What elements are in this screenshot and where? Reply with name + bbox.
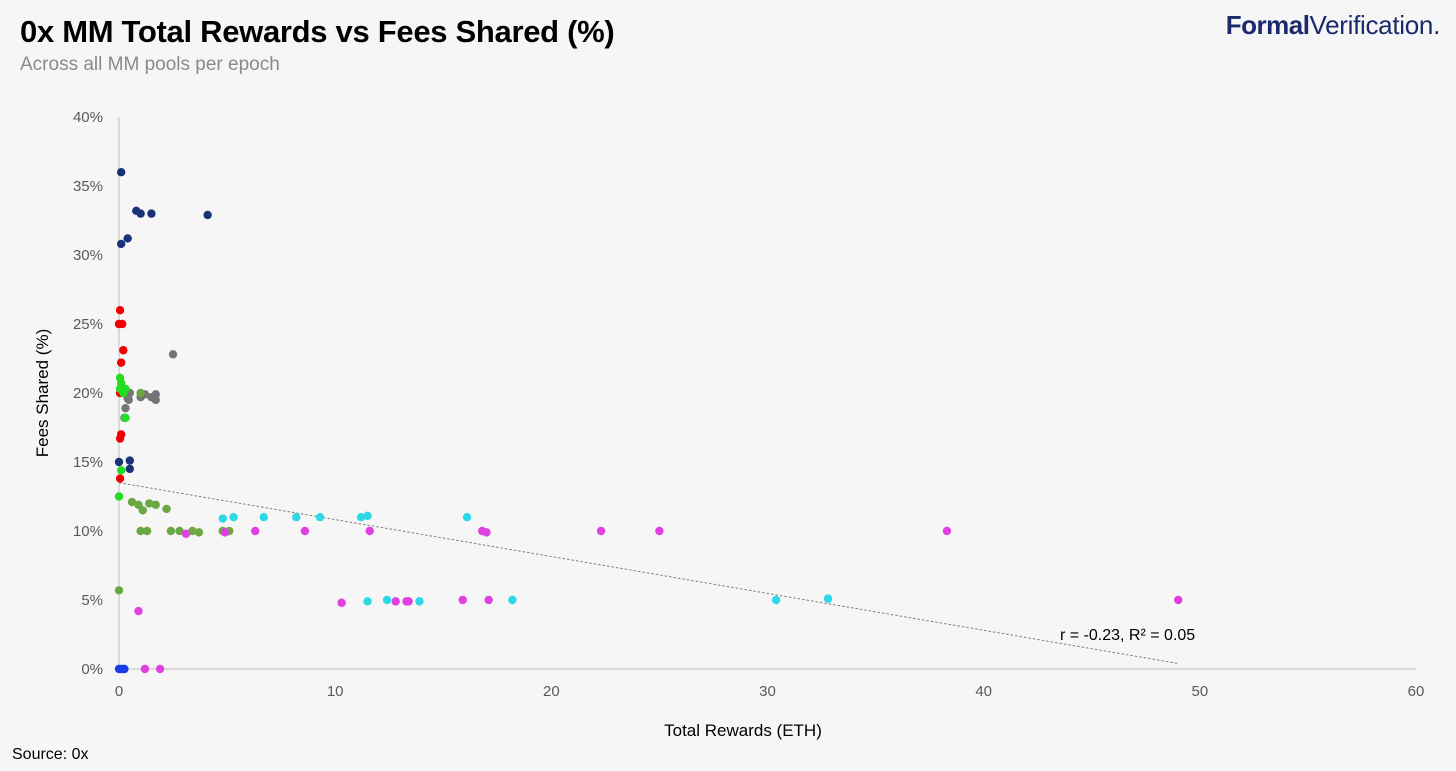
x-tick-label: 30 — [759, 683, 776, 700]
data-point — [482, 528, 491, 537]
y-tick-label: 20% — [73, 385, 103, 402]
data-point — [292, 513, 301, 522]
data-point — [114, 586, 124, 595]
data-point — [363, 511, 372, 521]
y-tick-label: 25% — [73, 316, 103, 333]
data-point — [151, 395, 160, 405]
data-point — [300, 526, 310, 536]
data-point — [116, 168, 126, 177]
data-point — [162, 504, 171, 514]
data-point — [404, 597, 413, 606]
data-point — [138, 506, 147, 515]
chart-title: 0x MM Total Rewards vs Fees Shared (%) — [20, 14, 615, 49]
data-point — [134, 606, 143, 616]
x-tick-label: 10 — [327, 683, 344, 700]
data-point — [115, 306, 125, 315]
data-point — [136, 526, 145, 536]
y-tick-label: 40% — [73, 109, 103, 126]
trendline — [118, 482, 1179, 664]
data-point — [391, 597, 400, 606]
data-point — [119, 346, 128, 355]
data-point — [125, 456, 135, 465]
data-point — [155, 664, 165, 674]
data-point — [121, 413, 130, 423]
data-point — [356, 513, 366, 522]
x-tick-label: 60 — [1408, 683, 1425, 700]
data-point — [942, 526, 952, 536]
data-point — [823, 594, 833, 603]
data-point — [124, 395, 133, 405]
data-point — [1174, 595, 1183, 605]
data-point — [315, 513, 325, 522]
y-tick-label: 0% — [81, 661, 103, 678]
data-point — [508, 595, 517, 605]
data-point — [218, 514, 227, 523]
x-tick-label: 50 — [1191, 683, 1208, 700]
data-point — [458, 595, 467, 605]
data-point — [771, 595, 781, 605]
data-point — [337, 598, 346, 607]
data-point — [114, 492, 124, 501]
data-point — [259, 513, 269, 522]
data-point — [116, 239, 126, 249]
data-point — [365, 526, 374, 536]
data-point — [220, 528, 230, 537]
data-point — [203, 210, 212, 220]
data-point — [115, 434, 125, 443]
data-point — [142, 526, 152, 536]
data-point — [175, 526, 184, 536]
data-point — [123, 234, 132, 243]
data-point — [120, 664, 129, 674]
x-tick-label: 0 — [115, 683, 123, 700]
points-layer — [114, 168, 1183, 674]
data-point — [194, 528, 204, 537]
data-point — [168, 350, 178, 359]
data-point — [118, 319, 127, 329]
data-point — [121, 403, 130, 413]
y-tick-label: 5% — [81, 592, 103, 609]
y-tick-label: 15% — [73, 454, 103, 471]
data-point — [382, 595, 392, 605]
trendline-layer — [118, 482, 1179, 664]
data-point — [125, 464, 135, 474]
x-tick-label: 20 — [543, 683, 560, 700]
y-axis-label: Fees Shared (%) — [33, 329, 52, 458]
data-point — [140, 664, 150, 674]
data-point — [415, 597, 424, 606]
axes: 0 10 20 30 40 50 60 0% 5% 10% 15% 20% 25% 30% 35% 40% — [73, 109, 1424, 700]
data-point — [136, 209, 145, 218]
data-point — [127, 497, 137, 507]
source-note: Source: 0x — [12, 746, 89, 763]
data-point — [166, 526, 176, 536]
data-point — [250, 526, 260, 536]
brand-logo-regular: Verification. — [1309, 10, 1440, 40]
data-point — [121, 384, 130, 394]
data-point — [181, 529, 191, 538]
data-point — [115, 474, 125, 483]
x-axis-label: Total Rewards (ETH) — [664, 721, 822, 740]
data-point — [145, 499, 154, 508]
brand-logo-bold: Formal — [1225, 10, 1310, 40]
data-point — [136, 388, 145, 398]
data-point — [114, 457, 124, 467]
chart-subtitle: Across all MM pools per epoch — [20, 54, 280, 75]
x-tick-label: 40 — [975, 683, 992, 700]
data-point — [116, 358, 126, 367]
data-point — [151, 500, 160, 509]
data-point — [229, 513, 238, 522]
correlation-annotation: r = -0.23, R² = 0.05 — [1060, 627, 1195, 644]
brand-logo: FormalVerification. — [1225, 10, 1441, 41]
data-point — [484, 595, 493, 605]
data-point — [116, 466, 126, 475]
y-tick-label: 35% — [73, 178, 103, 195]
data-point — [462, 513, 472, 522]
y-tick-label: 30% — [73, 247, 103, 264]
data-point — [655, 526, 664, 536]
data-point — [363, 597, 372, 606]
data-point — [188, 526, 197, 536]
data-point — [596, 526, 606, 536]
y-tick-label: 10% — [73, 523, 103, 540]
data-point — [147, 209, 156, 218]
